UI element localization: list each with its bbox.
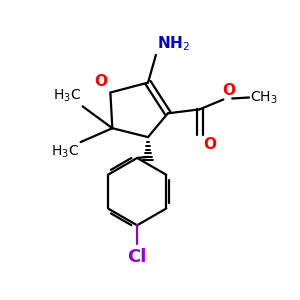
Text: O: O <box>203 137 217 152</box>
Text: NH$_2$: NH$_2$ <box>157 34 190 53</box>
Text: O: O <box>222 83 235 98</box>
Text: Cl: Cl <box>128 248 147 266</box>
Text: H$_3$C: H$_3$C <box>52 88 81 104</box>
Text: O: O <box>94 74 107 88</box>
Text: CH$_3$: CH$_3$ <box>250 89 278 106</box>
Text: H$_3$C: H$_3$C <box>51 144 79 160</box>
